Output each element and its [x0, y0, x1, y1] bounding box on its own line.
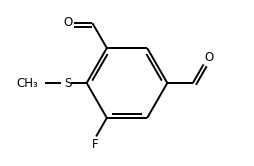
Text: F: F: [92, 138, 99, 151]
Text: S: S: [64, 77, 71, 89]
Text: CH₃: CH₃: [16, 77, 38, 89]
Text: O: O: [63, 16, 72, 29]
Text: O: O: [205, 51, 214, 64]
